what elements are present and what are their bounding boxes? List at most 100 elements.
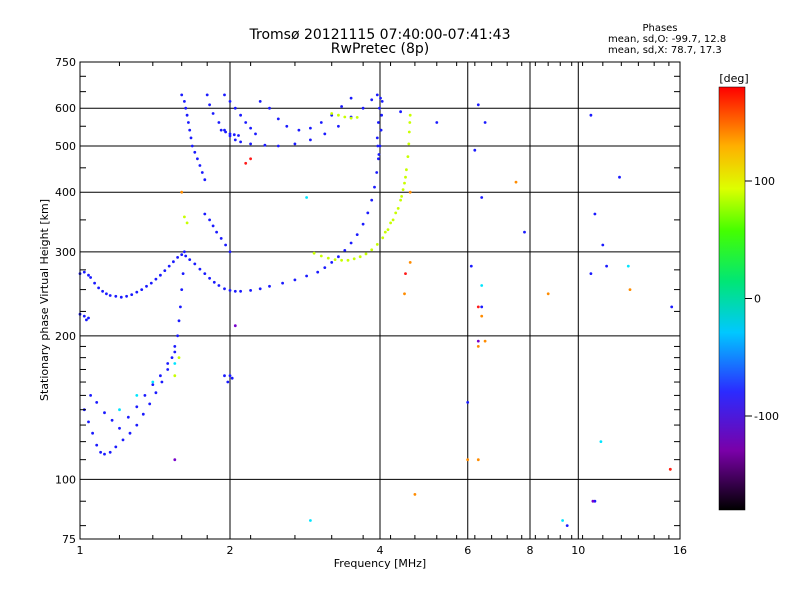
data-point xyxy=(469,264,473,268)
data-point xyxy=(319,254,323,258)
data-point xyxy=(377,121,380,124)
data-point xyxy=(370,98,374,102)
data-point xyxy=(249,142,253,146)
data-point xyxy=(135,290,139,294)
data-point xyxy=(599,440,603,443)
data-point xyxy=(233,324,237,328)
data-point xyxy=(593,499,597,503)
data-point xyxy=(383,230,387,234)
data-point xyxy=(466,401,470,404)
x-tick-label: 2 xyxy=(227,544,234,557)
data-point xyxy=(203,178,207,182)
data-point xyxy=(404,272,407,275)
data-point xyxy=(285,124,289,128)
data-point xyxy=(185,221,189,225)
data-point xyxy=(316,270,320,274)
data-point xyxy=(239,113,243,117)
data-point xyxy=(87,420,90,424)
data-point xyxy=(628,288,632,291)
data-point xyxy=(211,112,215,115)
data-points xyxy=(78,93,674,527)
data-point xyxy=(561,519,564,522)
stats-x-mode: mean, sd,X: 78.7, 17.3 xyxy=(608,45,722,56)
data-point xyxy=(91,431,94,435)
colorbar xyxy=(718,86,746,511)
data-point xyxy=(89,276,92,279)
data-point xyxy=(370,198,374,202)
data-point xyxy=(378,106,381,110)
x-axis-label: Frequency [MHz] xyxy=(334,557,426,570)
data-point xyxy=(166,362,170,365)
data-point xyxy=(375,171,379,174)
data-point xyxy=(97,286,100,290)
data-point xyxy=(466,458,470,462)
data-point xyxy=(228,289,232,292)
data-point xyxy=(193,150,197,154)
data-point xyxy=(249,157,253,161)
data-point xyxy=(114,445,118,449)
data-point xyxy=(358,255,362,259)
data-point xyxy=(196,157,199,161)
data-point xyxy=(163,269,167,272)
data-point xyxy=(476,458,480,462)
data-point xyxy=(223,93,226,97)
data-point xyxy=(228,134,232,138)
data-point xyxy=(276,144,280,148)
data-point xyxy=(400,195,403,198)
data-point xyxy=(263,143,267,147)
data-point xyxy=(219,128,223,132)
data-point xyxy=(217,121,221,124)
chart-subtitle: RwPretec (8p) xyxy=(331,41,429,57)
y-tick-label: 750 xyxy=(55,56,76,69)
data-point xyxy=(135,405,139,409)
data-point xyxy=(514,180,518,184)
data-point xyxy=(99,450,102,454)
data-point xyxy=(223,287,226,291)
data-point xyxy=(93,281,96,285)
data-point xyxy=(181,272,185,275)
x-tick-label: 6 xyxy=(464,544,471,557)
data-point xyxy=(618,175,621,179)
data-point xyxy=(258,287,262,291)
data-point xyxy=(180,288,184,291)
data-point xyxy=(249,126,253,130)
data-point xyxy=(435,121,439,124)
y-tick-label: 400 xyxy=(55,186,76,199)
data-point xyxy=(183,250,186,254)
data-point xyxy=(404,175,407,179)
data-point xyxy=(258,100,262,103)
data-point xyxy=(230,376,234,380)
data-point xyxy=(312,251,316,255)
plot-frame xyxy=(79,61,681,540)
data-point xyxy=(476,339,480,343)
data-point xyxy=(85,318,88,322)
data-point xyxy=(476,305,480,309)
data-point xyxy=(377,153,381,156)
data-point xyxy=(208,103,212,107)
data-point xyxy=(309,138,312,142)
data-point xyxy=(177,356,181,359)
data-point xyxy=(228,374,232,378)
data-point xyxy=(173,374,177,378)
data-point xyxy=(349,96,353,100)
y-tick-label: 600 xyxy=(55,102,76,115)
data-point xyxy=(159,273,162,277)
data-point xyxy=(401,188,405,192)
data-point xyxy=(198,267,202,271)
data-point xyxy=(593,212,597,216)
data-point xyxy=(126,415,130,419)
data-point xyxy=(309,519,312,522)
data-point xyxy=(483,121,487,124)
data-point xyxy=(148,402,152,406)
data-point xyxy=(143,394,147,397)
data-point xyxy=(154,391,158,395)
data-point xyxy=(188,258,192,261)
data-point xyxy=(223,374,226,378)
data-point xyxy=(565,524,569,527)
data-point xyxy=(377,157,380,161)
data-point xyxy=(184,106,188,110)
data-point xyxy=(355,233,359,237)
data-point xyxy=(239,289,243,293)
data-point xyxy=(386,228,390,232)
x-tick-label: 4 xyxy=(377,544,384,557)
